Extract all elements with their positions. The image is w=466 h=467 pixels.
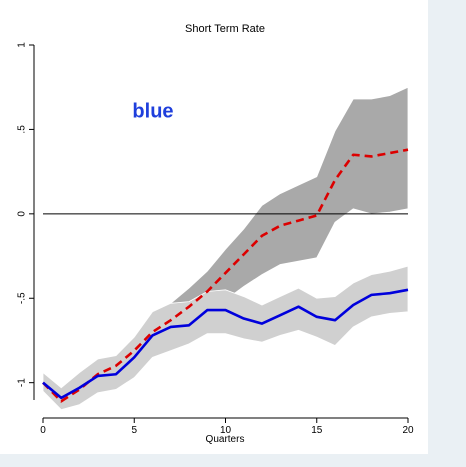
plot-frame <box>0 0 428 454</box>
y-tick-label: 1 <box>17 42 28 48</box>
x-tick-label: 0 <box>40 425 46 436</box>
x-tick-label: 10 <box>220 425 232 436</box>
x-tick-label: 5 <box>131 425 137 436</box>
series-line-2-solid <box>42 288 409 400</box>
annotation-label: blue <box>132 101 173 123</box>
chart-title: Short Term Rate <box>185 23 265 35</box>
y-tick-label: 0 <box>17 211 28 217</box>
x-tick-label: 20 <box>402 425 414 436</box>
series-line-1-dashed <box>42 148 409 403</box>
x-axis-label: Quarters <box>206 434 245 445</box>
y-tick-label: -1 <box>17 378 28 387</box>
x-tick-label: 15 <box>311 425 323 436</box>
confidence-band-2 <box>42 265 409 411</box>
y-tick-label: -.5 <box>17 292 28 304</box>
y-tick-label: .5 <box>17 125 28 134</box>
